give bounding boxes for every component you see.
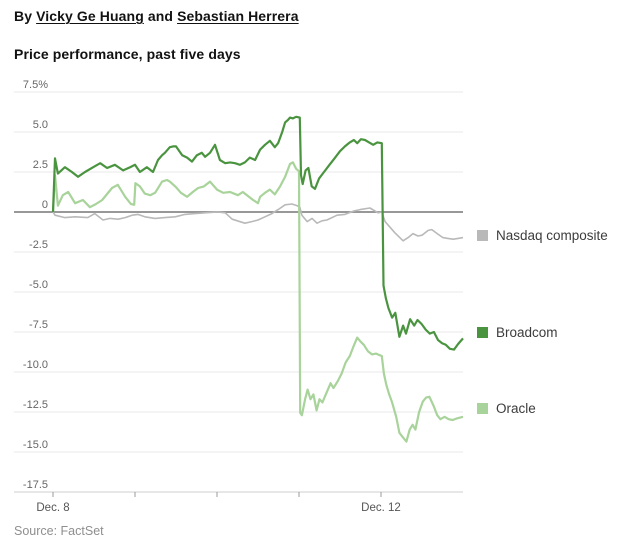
line-nasdaq-composite xyxy=(52,203,464,242)
y-tick-label: 0 xyxy=(42,199,48,211)
line-broadcom xyxy=(51,115,464,351)
byline-prefix: By xyxy=(14,8,33,24)
y-tick-label: -2.5 xyxy=(29,239,48,251)
legend-item-oracle: Oracle xyxy=(477,401,536,416)
legend-item-nasdaq-composite: Nasdaq composite xyxy=(477,228,608,243)
chart-title: Price performance, past five days xyxy=(14,46,241,62)
x-tick-label: Dec. 8 xyxy=(36,502,69,514)
byline: By Vicky Ge Huang and Sebastian Herrera xyxy=(14,8,299,24)
broadcom-swatch-icon xyxy=(477,327,488,338)
y-tick-label: 5.0 xyxy=(33,119,48,131)
author-link-sebastian-herrera[interactable]: Sebastian Herrera xyxy=(177,8,299,24)
y-tick-label: -12.5 xyxy=(23,399,48,411)
y-tick-label: 7.5% xyxy=(23,79,48,91)
legend-label-nasdaq: Nasdaq composite xyxy=(496,228,608,243)
source-attribution: Source: FactSet xyxy=(14,524,104,538)
y-tick-label: -10.0 xyxy=(23,359,48,371)
line-oracle xyxy=(51,161,464,443)
y-tick-label: -17.5 xyxy=(23,479,48,491)
author-link-vicky-ge-huang[interactable]: Vicky Ge Huang xyxy=(36,8,144,24)
x-tick-label: Dec. 12 xyxy=(361,502,401,514)
price-performance-chart: 7.5% 5.0 2.5 0 -2.5 -5.0 -7.5 -10.0 -12.5 -15.0 -1… xyxy=(14,79,464,514)
y-tick-label: 2.5 xyxy=(33,159,48,171)
legend-item-broadcom: Broadcom xyxy=(477,325,558,340)
legend-label-broadcom: Broadcom xyxy=(496,325,558,340)
byline-conjunction: and xyxy=(147,8,174,24)
y-tick-label: -7.5 xyxy=(29,319,48,331)
y-tick-label: -5.0 xyxy=(29,279,48,291)
legend-label-oracle: Oracle xyxy=(496,401,536,416)
nasdaq-swatch-icon xyxy=(477,230,488,241)
oracle-swatch-icon xyxy=(477,403,488,414)
y-tick-label: -15.0 xyxy=(23,439,48,451)
